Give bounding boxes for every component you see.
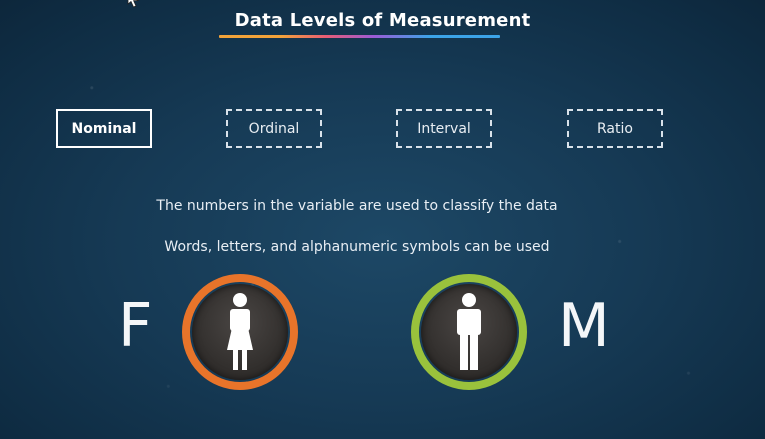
male-badge [411,274,527,390]
female-letter: F [118,291,153,361]
mouse-cursor-icon [127,0,140,8]
title-underline [219,35,500,38]
page-title: Data Levels of Measurement [234,10,531,31]
female-badge-inner [192,284,288,380]
description-line-2: Words, letters, and alphanumeric symbols… [164,239,550,255]
description-line-1: The numbers in the variable are used to … [156,198,558,214]
female-badge [182,274,298,390]
level-ratio-box: Ratio [567,109,663,148]
male-icon [457,293,481,370]
male-badge-inner [421,284,517,380]
level-nominal-box: Nominal [56,109,152,148]
level-ordinal-box: Ordinal [226,109,322,148]
level-interval-box: Interval [396,109,492,148]
female-icon [227,293,253,370]
male-letter: M [558,291,610,361]
